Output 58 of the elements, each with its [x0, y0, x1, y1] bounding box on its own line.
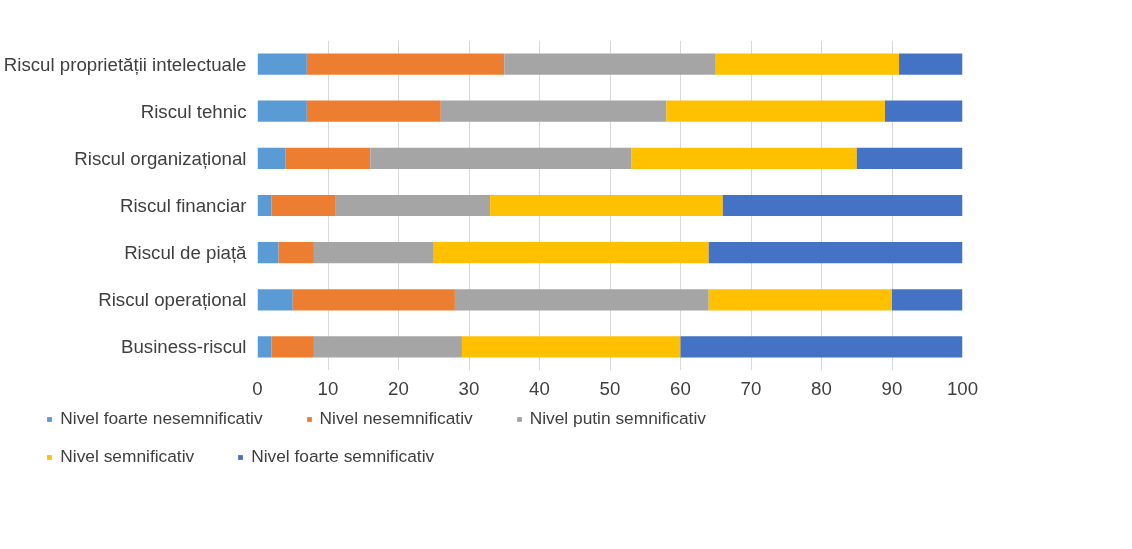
bar: [454, 289, 709, 311]
bar: [892, 289, 963, 311]
bar: [461, 336, 681, 358]
bar: [313, 336, 462, 358]
bar: [440, 100, 667, 122]
bar: [715, 53, 900, 75]
legend-label: Nivel foarte semnificativ: [251, 446, 435, 467]
x-tick-label: 60: [670, 377, 691, 399]
bar: [631, 147, 857, 169]
bar: [257, 242, 279, 264]
y-tick-label: Riscul proprietății intelectuale: [3, 53, 247, 75]
bar: [271, 194, 336, 217]
x-tick-label: 40: [529, 377, 550, 399]
bar: [257, 194, 272, 217]
x-tick-label: 80: [811, 377, 832, 399]
bar: [856, 147, 963, 169]
bar: [271, 336, 314, 358]
bar: [257, 289, 293, 311]
bar: [257, 100, 307, 122]
x-tick-label: 20: [388, 377, 409, 399]
y-tick-label: Riscul de piață: [124, 242, 248, 264]
bar: [370, 147, 632, 169]
legend-label: Nivel putin semnificativ: [529, 408, 706, 429]
y-tick-label: Riscul operațional: [98, 289, 247, 311]
legend-label: Nivel foarte nesemnificativ: [60, 408, 263, 429]
x-tick-label: 30: [458, 377, 480, 399]
bar: [335, 194, 491, 217]
bar: [708, 289, 892, 311]
legend-label: Nivel nesemnificativ: [319, 408, 473, 429]
bar: [899, 53, 963, 75]
bar: [666, 100, 885, 122]
y-tick-label: Riscul financiar: [120, 195, 247, 216]
bar: [292, 289, 455, 311]
bar: [257, 53, 307, 75]
bar: [257, 336, 272, 358]
y-tick-label: Business-riscul: [121, 336, 247, 358]
x-tick-label: 10: [317, 377, 339, 399]
x-tick-label: 100: [946, 377, 979, 399]
x-tick-label: 0: [252, 377, 263, 399]
bar: [722, 194, 963, 217]
bar: [257, 147, 286, 169]
bar: [680, 336, 963, 358]
y-tick-label: Riscul organizațional: [74, 147, 247, 169]
legend-label: Nivel semnificativ: [60, 446, 195, 467]
bar: [884, 100, 963, 122]
bar: [313, 242, 434, 264]
bar: [433, 242, 709, 264]
bar: [490, 194, 723, 217]
bar: [306, 53, 505, 75]
x-tick-label: 50: [599, 377, 621, 399]
bar: [278, 242, 314, 264]
bar: [306, 100, 441, 122]
x-tick-label: 70: [740, 377, 762, 399]
y-tick-label: Riscul tehnic: [140, 100, 247, 122]
bar: [708, 242, 963, 264]
bar: [285, 147, 371, 169]
bar: [504, 53, 716, 75]
x-tick-label: 90: [881, 377, 903, 399]
